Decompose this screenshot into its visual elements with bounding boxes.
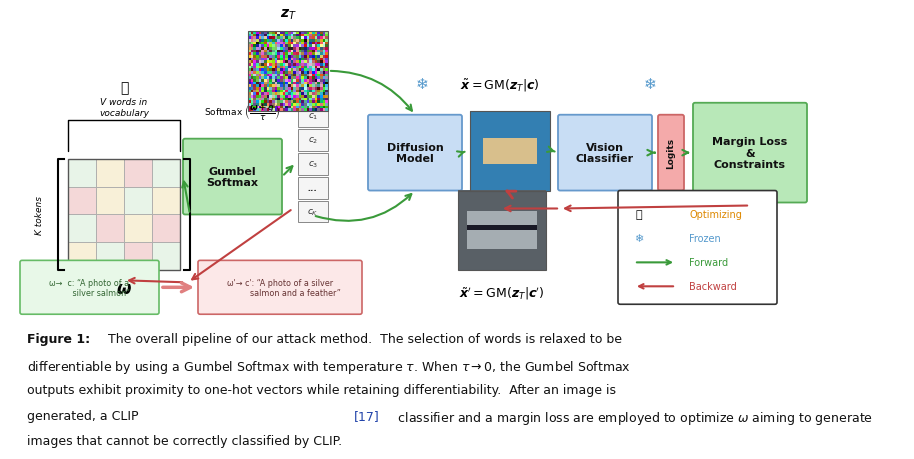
Bar [298,201,328,223]
Text: $c_K$: $c_K$ [307,207,319,217]
Bar [96,243,124,271]
Text: Backward: Backward [689,282,737,291]
Bar [124,187,152,215]
Bar [152,215,180,243]
Bar [96,159,124,187]
Text: ❄: ❄ [643,77,656,92]
Text: Frozen: Frozen [689,234,721,244]
Text: [17]: [17] [354,409,379,422]
Bar [68,215,96,243]
Text: Forward: Forward [689,258,728,268]
Bar [458,191,546,271]
FancyBboxPatch shape [618,191,777,305]
Text: ω→  c: “A photo of a
         silver salmon”: ω→ c: “A photo of a silver salmon” [49,278,130,297]
Bar [298,153,328,175]
Text: Diffusion
Model: Diffusion Model [387,142,443,164]
Text: $c_2$: $c_2$ [308,135,318,146]
Text: differentiable by using a Gumbel Softmax with temperature $\tau$. When $\tau \ri: differentiable by using a Gumbel Softmax… [27,358,632,375]
Bar [68,159,96,187]
Text: outputs exhibit proximity to one-hot vectors while retaining differentiability. : outputs exhibit proximity to one-hot vec… [27,383,616,396]
Text: Margin Loss
&
Constraints: Margin Loss & Constraints [712,137,788,170]
Bar [124,159,152,187]
Text: Softmax $\left(\dfrac{\boldsymbol{\omega}+g}{\tau}\right)$: Softmax $\left(\dfrac{\boldsymbol{\omega… [204,101,281,122]
Text: $c_1$: $c_1$ [308,111,318,122]
Text: ❄: ❄ [634,234,643,244]
Text: V words in
vocabulary: V words in vocabulary [99,98,149,118]
Text: $\tilde{\boldsymbol{x}} = \mathrm{GM}(\boldsymbol{z}_T|\boldsymbol{c})$: $\tilde{\boldsymbol{x}} = \mathrm{GM}(\b… [460,77,540,94]
Bar [124,243,152,271]
FancyBboxPatch shape [693,104,807,203]
Text: Optimizing: Optimizing [689,210,742,220]
Text: Logits: Logits [666,138,675,169]
Text: $\tilde{\boldsymbol{x}}' = \mathrm{GM}(\boldsymbol{z}_T|\boldsymbol{c}')$: $\tilde{\boldsymbol{x}}' = \mathrm{GM}(\… [459,285,545,301]
Bar [152,187,180,215]
FancyBboxPatch shape [183,140,282,215]
Text: images that cannot be correctly classified by CLIP.: images that cannot be correctly classifi… [27,434,343,447]
Text: ❄: ❄ [416,77,429,92]
Bar [152,243,180,271]
Text: Gumbel
Softmax: Gumbel Softmax [207,167,259,188]
FancyBboxPatch shape [658,116,684,191]
Text: $c_3$: $c_3$ [308,159,318,169]
Bar [68,187,96,215]
Text: ω'→ c': “A photo of a silver
            salmon and a feather”: ω'→ c': “A photo of a silver salmon and … [219,278,340,297]
Text: classifier and a margin loss are employed to optimize $\omega$ aiming to generat: classifier and a margin loss are employe… [394,409,873,425]
Text: generated, a CLIP: generated, a CLIP [27,409,143,422]
FancyBboxPatch shape [368,116,462,191]
Text: 🔥: 🔥 [120,81,128,95]
Bar [298,177,328,199]
Bar [68,243,96,271]
Bar [298,106,328,128]
FancyBboxPatch shape [20,261,159,314]
Text: $\boldsymbol{z}_T$: $\boldsymbol{z}_T$ [280,7,296,22]
Bar [96,187,124,215]
Text: Figure 1:: Figure 1: [27,332,90,345]
Bar [96,215,124,243]
Text: The overall pipeline of our attack method.  The selection of words is relaxed to: The overall pipeline of our attack metho… [101,332,622,345]
FancyBboxPatch shape [558,116,652,191]
Text: Vision
Classifier: Vision Classifier [576,142,634,164]
Bar [248,32,328,112]
Text: $\boldsymbol{\omega}$: $\boldsymbol{\omega}$ [116,280,132,297]
Bar [470,112,550,191]
FancyBboxPatch shape [198,261,362,314]
Bar [124,215,152,243]
Bar [152,159,180,187]
Text: K tokens: K tokens [36,196,45,235]
Text: ...: ... [308,184,318,193]
Bar [298,129,328,151]
Text: 🔥: 🔥 [636,210,643,220]
Bar [68,159,180,271]
